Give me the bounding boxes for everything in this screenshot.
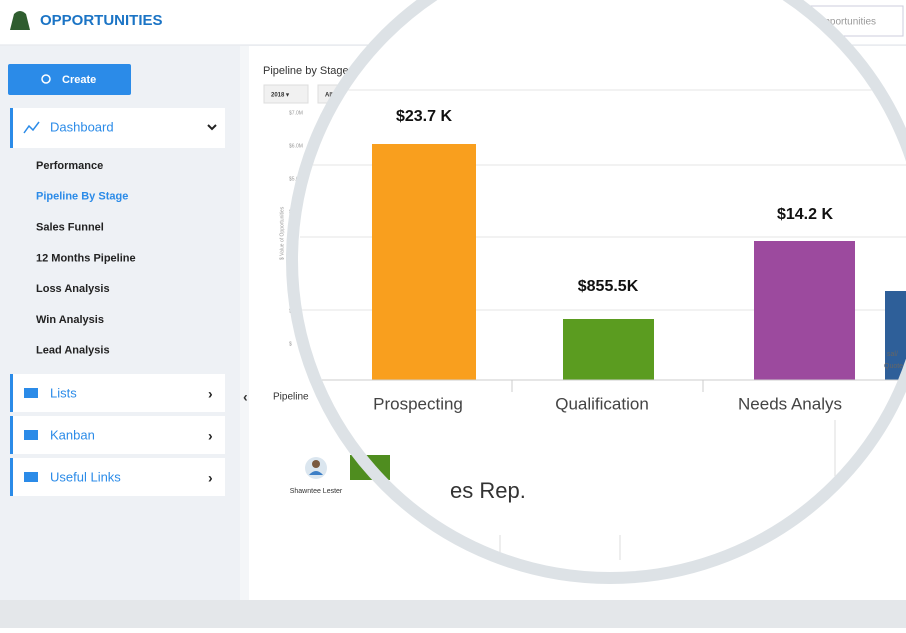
submenu-item[interactable]: 12 Months Pipeline bbox=[36, 252, 136, 264]
create-button[interactable] bbox=[8, 64, 131, 95]
section-item[interactable] bbox=[10, 374, 225, 412]
app-title: OPPORTUNITIES bbox=[40, 12, 163, 29]
value-label: $14.2 K bbox=[777, 206, 833, 223]
filter-label: 2018 ▾ bbox=[271, 93, 290, 99]
submenu-item[interactable]: Pipeline By Stage bbox=[36, 191, 128, 203]
section-label: Useful Links bbox=[50, 469, 121, 484]
section-accent bbox=[10, 416, 13, 454]
create-label: Create bbox=[62, 74, 96, 86]
bar bbox=[754, 241, 855, 380]
axis-label: $ bbox=[289, 341, 292, 347]
axis-label: $7.0M bbox=[289, 110, 303, 116]
section-accent bbox=[10, 374, 13, 412]
lens-subtitle: es Rep. bbox=[450, 478, 526, 503]
clipped-label: Quote bbox=[884, 363, 903, 370]
value-label: $23.7 K bbox=[396, 108, 452, 125]
value-label: $855.5K bbox=[578, 278, 639, 295]
submenu-item[interactable]: Sales Funnel bbox=[36, 222, 104, 234]
search-placeholder: search opportunities bbox=[786, 17, 876, 28]
axis-title: $ Value of Opportunities bbox=[279, 206, 285, 260]
dashboard-item[interactable] bbox=[10, 108, 225, 148]
bar bbox=[372, 144, 476, 380]
section-icon bbox=[24, 472, 38, 482]
axis-label: $6.0M bbox=[289, 143, 303, 149]
filter-dropdown[interactable] bbox=[263, 84, 309, 104]
footer bbox=[0, 600, 906, 628]
section-arrow: › bbox=[208, 470, 213, 486]
section-arrow: › bbox=[208, 428, 213, 444]
logo bbox=[10, 11, 30, 30]
section-label: Lists bbox=[50, 385, 77, 400]
category-label: Needs Analys bbox=[738, 394, 842, 413]
section-accent bbox=[10, 458, 13, 496]
rep-name: Shawntee Lester bbox=[290, 488, 343, 495]
section-label: Kanban bbox=[50, 427, 95, 442]
collapse-toggle[interactable]: ‹ bbox=[243, 389, 248, 405]
section-arrow: › bbox=[208, 386, 213, 402]
dashboard-label: Dashboard bbox=[50, 119, 114, 134]
category-label: Prospecting bbox=[373, 394, 463, 413]
section-icon bbox=[24, 388, 38, 398]
submenu-item[interactable]: Performance bbox=[36, 160, 103, 172]
axis-label: $5.0M bbox=[289, 176, 303, 182]
submenu-item[interactable]: Lead Analysis bbox=[36, 345, 110, 357]
clipped-label: sal/ bbox=[887, 351, 898, 358]
main-title: Pipeline by Stage bbox=[263, 65, 349, 77]
submenu-item[interactable]: Win Analysis bbox=[36, 314, 104, 326]
submenu-item[interactable]: Loss Analysis bbox=[36, 283, 110, 295]
second-title: Pipeline bbox=[273, 392, 309, 403]
section-icon bbox=[24, 430, 38, 440]
bar bbox=[563, 319, 654, 380]
section-item[interactable] bbox=[10, 458, 225, 496]
category-label: Qualification bbox=[555, 394, 649, 413]
section-item[interactable] bbox=[10, 416, 225, 454]
bar bbox=[885, 291, 906, 380]
